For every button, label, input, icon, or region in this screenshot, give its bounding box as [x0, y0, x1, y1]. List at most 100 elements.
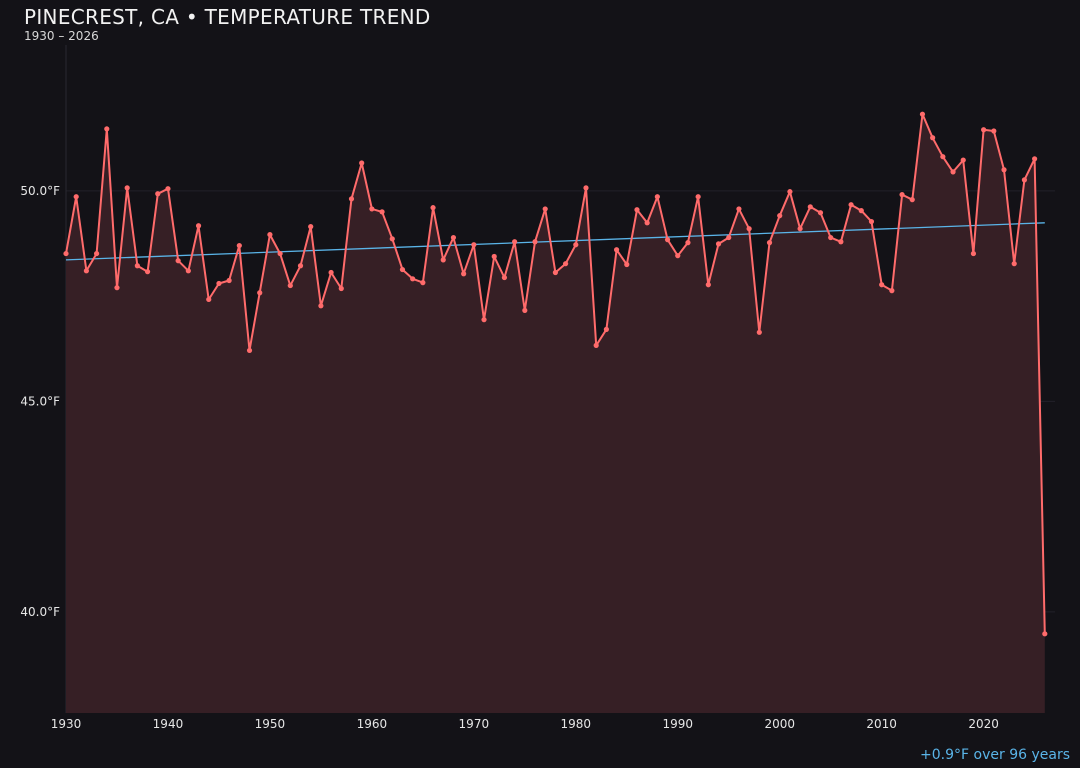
data-point [868, 218, 875, 225]
data-point [664, 237, 671, 243]
data-point [328, 269, 334, 276]
x-tick-label: 1990 [662, 717, 693, 731]
data-point [654, 194, 660, 200]
x-tick-label: 2000 [764, 717, 795, 731]
data-point [817, 210, 824, 216]
data-point [838, 239, 844, 245]
data-point [603, 326, 609, 332]
chart-title: PINECREST, CA • TEMPERATURE TREND [24, 5, 431, 29]
data-point [1032, 156, 1038, 162]
data-point [981, 127, 987, 133]
data-point [675, 253, 681, 259]
data-point [277, 250, 283, 257]
data-point [970, 250, 977, 257]
x-tick-label: 1960 [357, 717, 388, 731]
data-point [777, 213, 783, 219]
data-point [501, 274, 508, 281]
data-point [144, 269, 151, 275]
data-point [93, 250, 100, 257]
data-point [879, 282, 885, 288]
data-point [736, 206, 742, 212]
data-point [512, 239, 518, 245]
y-tick-label: 50.0°F [20, 184, 60, 198]
data-point [216, 280, 222, 287]
data-point [236, 242, 242, 249]
chart-subtitle: 1930 – 2026 [24, 29, 99, 43]
data-point [634, 207, 640, 213]
data-point [318, 303, 324, 309]
data-point [787, 189, 793, 195]
data-point [491, 253, 497, 260]
data-point [481, 317, 487, 323]
data-point [206, 296, 212, 303]
data-point [705, 282, 711, 288]
data-point [379, 209, 385, 215]
data-point [155, 191, 161, 197]
data-point [399, 266, 406, 273]
data-point [644, 220, 650, 226]
data-point [1021, 177, 1028, 183]
data-point [73, 194, 79, 200]
y-tick-label: 40.0°F [20, 605, 60, 619]
data-point [1011, 261, 1017, 267]
data-point [420, 280, 426, 286]
data-point [583, 185, 589, 191]
x-tick-label: 1930 [51, 717, 82, 731]
data-point [287, 282, 293, 289]
data-point [83, 268, 89, 274]
data-point [695, 194, 701, 200]
data-point [807, 204, 813, 210]
trend-annotation: +0.9°F over 96 years [920, 747, 1070, 763]
x-tick-label: 1980 [561, 717, 592, 731]
data-point [889, 288, 895, 294]
data-point [471, 242, 477, 248]
x-tick-label: 1950 [255, 717, 286, 731]
data-point [359, 160, 365, 166]
data-point [175, 258, 181, 264]
data-point [246, 347, 253, 354]
data-point [726, 234, 732, 241]
data-point [226, 277, 232, 284]
x-tick-label: 1970 [459, 717, 490, 731]
data-point [766, 240, 773, 246]
data-point [930, 135, 936, 141]
data-point [461, 271, 467, 277]
data-point [573, 242, 579, 248]
data-point [991, 128, 997, 134]
data-point [960, 157, 966, 163]
data-point [165, 186, 171, 192]
data-point [338, 285, 344, 292]
data-point [104, 126, 110, 132]
data-point [389, 236, 395, 242]
data-point [950, 169, 956, 175]
data-point [532, 239, 538, 245]
data-point [124, 185, 130, 191]
data-point [593, 342, 599, 348]
data-point [940, 154, 946, 160]
data-point [440, 257, 446, 263]
x-tick-label: 2010 [866, 717, 897, 731]
data-point [624, 261, 630, 268]
data-point [1042, 631, 1048, 637]
data-point [134, 263, 140, 269]
data-point [552, 269, 559, 276]
data-point [899, 192, 905, 198]
data-point [715, 241, 722, 247]
data-point [858, 208, 864, 214]
data-point [919, 111, 926, 117]
data-point [267, 232, 273, 238]
x-tick-label: 1940 [153, 717, 184, 731]
data-point [410, 276, 416, 282]
data-point [195, 223, 202, 229]
data-point [909, 197, 915, 203]
data-point [63, 250, 69, 257]
data-point [369, 206, 375, 212]
data-point [828, 234, 834, 241]
data-point [1001, 167, 1007, 173]
data-point [297, 263, 304, 269]
data-point [756, 329, 762, 335]
data-point [430, 205, 436, 211]
data-point [797, 226, 803, 232]
data-point [613, 247, 620, 253]
